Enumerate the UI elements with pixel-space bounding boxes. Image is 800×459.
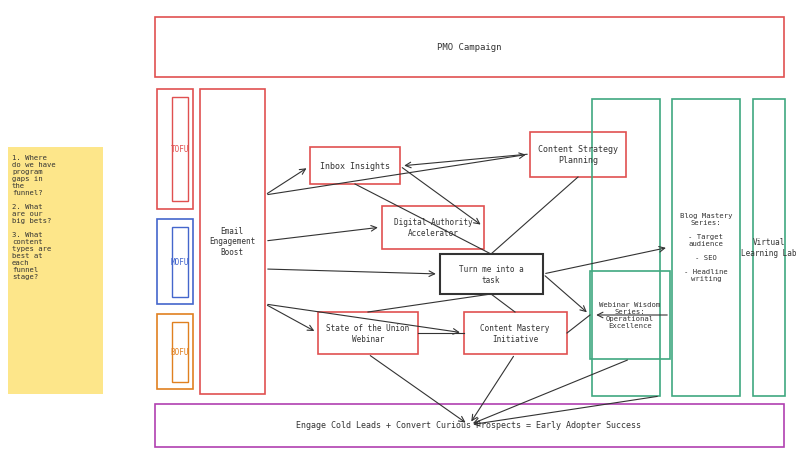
Bar: [382, 207, 484, 249]
Text: Webinar Wisdom
Series:
Operational
Excellence: Webinar Wisdom Series: Operational Excel…: [599, 302, 661, 329]
Text: State of the Union
Webinar: State of the Union Webinar: [326, 324, 410, 343]
Text: Email
Engagement
Boost: Email Engagement Boost: [209, 227, 255, 256]
Bar: [155, 404, 784, 447]
Bar: [318, 312, 418, 354]
Text: PMO Campaign: PMO Campaign: [437, 44, 502, 52]
Bar: [592, 100, 660, 396]
Bar: [440, 254, 543, 294]
Bar: [157, 90, 193, 210]
Bar: [157, 219, 193, 304]
Bar: [310, 148, 400, 185]
Bar: [200, 90, 265, 394]
Bar: [172, 228, 188, 297]
Bar: [590, 271, 670, 359]
Bar: [172, 322, 188, 382]
Text: Virtual
Learning Lab: Virtual Learning Lab: [742, 238, 797, 257]
Text: Content Mastery
Initiative: Content Mastery Initiative: [480, 324, 550, 343]
Text: Blog Mastery
Series:

- Target
audience

- SEO

- Headline
writing: Blog Mastery Series: - Target audience -…: [680, 213, 732, 282]
Bar: [464, 312, 567, 354]
Bar: [172, 98, 188, 202]
Bar: [530, 133, 626, 178]
Bar: [8, 148, 103, 394]
Text: Engage Cold Leads + Convert Curious Prospects = Early Adopter Success: Engage Cold Leads + Convert Curious Pros…: [297, 420, 642, 430]
Bar: [753, 100, 785, 396]
Bar: [155, 18, 784, 78]
Text: Turn me into a
task: Turn me into a task: [458, 265, 523, 284]
Text: 1. Where
do we have
program
gaps in
the
funnel?

2. What
are our
big bets?

3. W: 1. Where do we have program gaps in the …: [12, 155, 56, 280]
Text: TOFU: TOFU: [170, 145, 190, 154]
Text: Content Strategy
Planning: Content Strategy Planning: [538, 145, 618, 164]
Bar: [157, 314, 193, 389]
Text: MOFU: MOFU: [170, 258, 190, 267]
Text: Digital Authority
Accelerator: Digital Authority Accelerator: [394, 218, 472, 237]
Text: Inbox Insights: Inbox Insights: [320, 162, 390, 171]
Bar: [672, 100, 740, 396]
Text: BOFU: BOFU: [170, 348, 190, 357]
